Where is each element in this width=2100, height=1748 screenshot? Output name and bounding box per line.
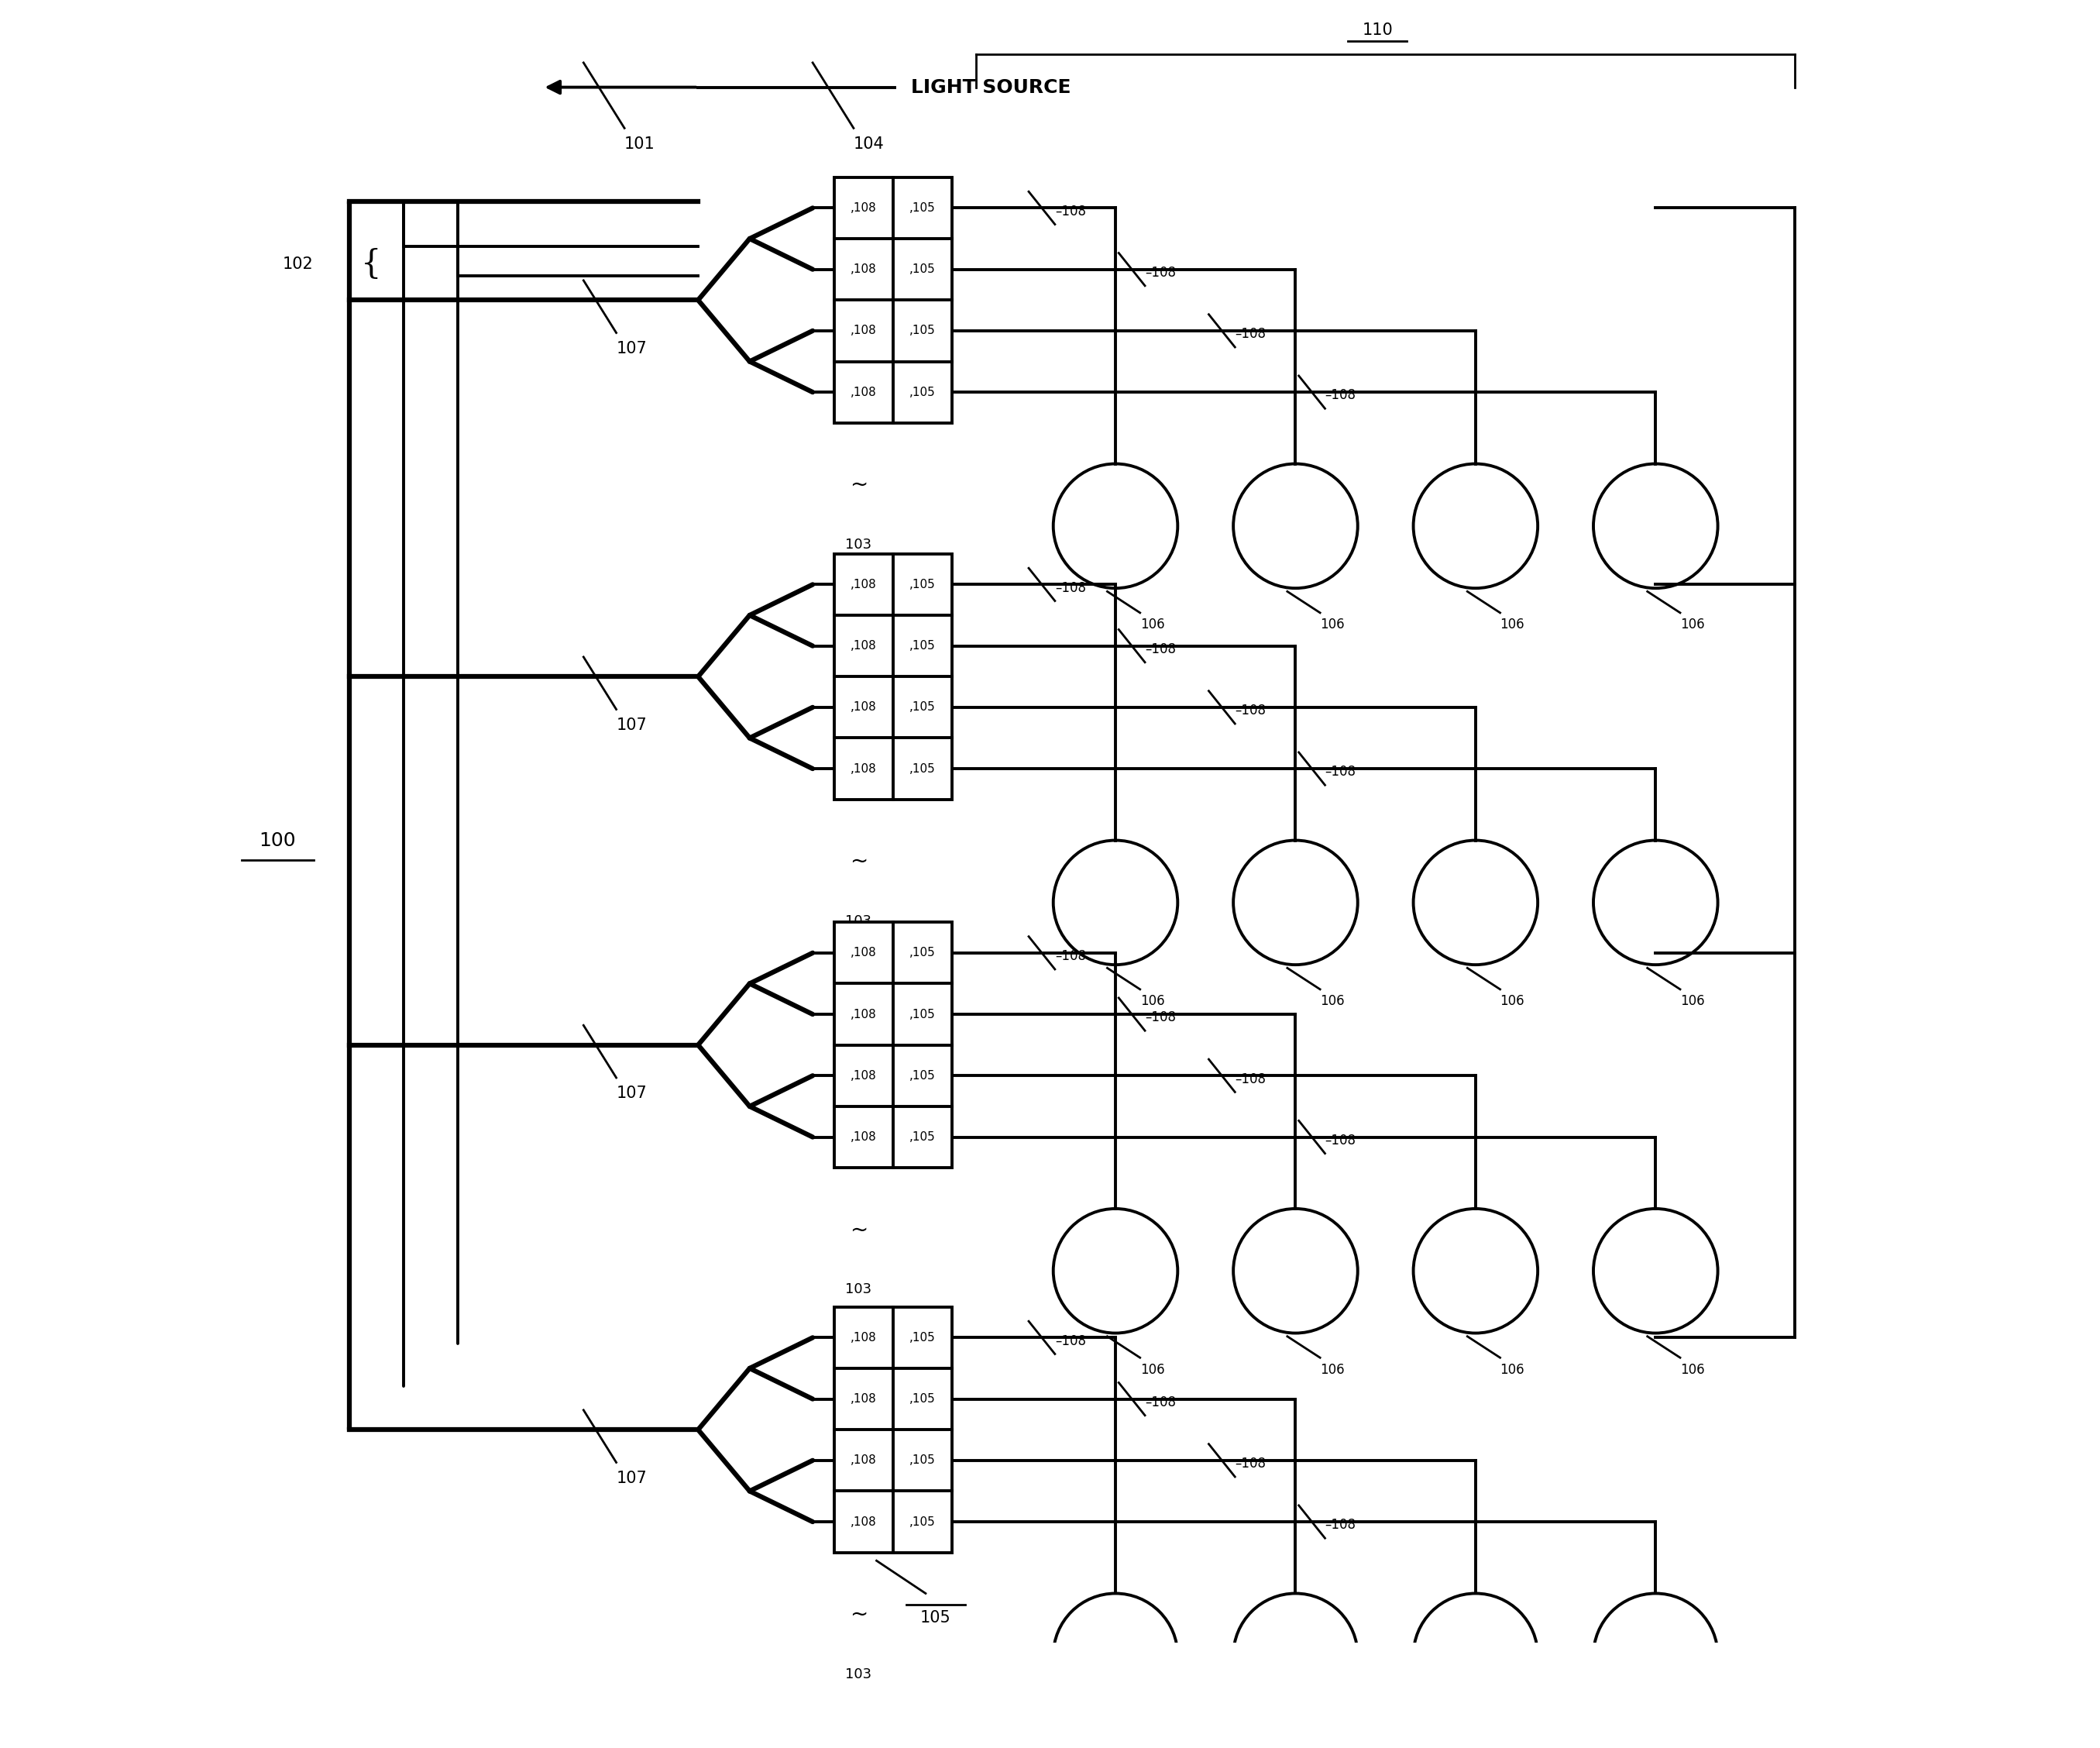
Text: –108: –108 (1325, 1133, 1357, 1147)
Text: ,108: ,108 (851, 1070, 876, 1082)
Text: 106: 106 (1321, 1363, 1344, 1376)
Text: ,105: ,105 (909, 203, 934, 213)
Text: 106: 106 (1140, 995, 1166, 1009)
Text: 103: 103 (846, 1668, 872, 1682)
Text: ,108: ,108 (851, 579, 876, 591)
Text: ,105: ,105 (909, 1070, 934, 1082)
Text: –108: –108 (1325, 766, 1357, 780)
Text: ,108: ,108 (851, 701, 876, 713)
Text: ,108: ,108 (851, 1131, 876, 1143)
Text: ,108: ,108 (851, 1454, 876, 1467)
Text: –108: –108 (1145, 1010, 1176, 1024)
Text: ,108: ,108 (851, 640, 876, 652)
Text: –108: –108 (1054, 205, 1086, 218)
Text: 103: 103 (846, 537, 872, 551)
Text: ,108: ,108 (851, 762, 876, 774)
Text: 110: 110 (1363, 23, 1392, 38)
Text: LIGHT SOURCE: LIGHT SOURCE (911, 79, 1071, 96)
Text: –108: –108 (1054, 580, 1086, 594)
Text: 106: 106 (1499, 1363, 1525, 1376)
Bar (834, 1308, 951, 1552)
Text: 105: 105 (920, 1610, 951, 1626)
Text: ,108: ,108 (851, 1332, 876, 1344)
Text: ,108: ,108 (851, 1393, 876, 1405)
Text: 103: 103 (846, 914, 872, 928)
Text: ,105: ,105 (909, 762, 934, 774)
Text: –108: –108 (1145, 1395, 1176, 1409)
Text: ,108: ,108 (851, 1009, 876, 1021)
Text: –108: –108 (1235, 327, 1266, 341)
Text: ,108: ,108 (851, 264, 876, 274)
Text: –108: –108 (1235, 1072, 1266, 1086)
Text: –108: –108 (1054, 949, 1086, 963)
Text: 106: 106 (1140, 1363, 1166, 1376)
Text: ,105: ,105 (909, 579, 934, 591)
Text: 106: 106 (1321, 995, 1344, 1009)
Text: 106: 106 (1680, 1363, 1705, 1376)
Text: ,108: ,108 (851, 386, 876, 399)
Text: 100: 100 (258, 830, 296, 850)
Text: ,105: ,105 (909, 386, 934, 399)
Text: –108: –108 (1054, 1334, 1086, 1348)
Text: –108: –108 (1235, 704, 1266, 718)
Text: {: { (361, 248, 380, 280)
Text: 106: 106 (1680, 617, 1705, 631)
Text: 106: 106 (1680, 995, 1705, 1009)
Text: ,105: ,105 (909, 264, 934, 274)
Bar (834, 177, 951, 423)
Text: ,105: ,105 (909, 1009, 934, 1021)
Text: ,105: ,105 (909, 325, 934, 337)
Text: ,108: ,108 (851, 203, 876, 213)
Text: ~: ~ (851, 1218, 867, 1241)
Text: 103: 103 (846, 1283, 872, 1297)
Text: 106: 106 (1140, 617, 1166, 631)
Text: 106: 106 (1499, 995, 1525, 1009)
Text: ,105: ,105 (909, 1454, 934, 1467)
Text: ,105: ,105 (909, 947, 934, 958)
Text: 101: 101 (624, 136, 655, 152)
Text: ,105: ,105 (909, 1516, 934, 1528)
Text: 107: 107 (615, 1470, 647, 1486)
Text: –108: –108 (1325, 1517, 1357, 1531)
Text: 104: 104 (853, 136, 884, 152)
Text: 107: 107 (615, 341, 647, 357)
Text: ,105: ,105 (909, 640, 934, 652)
Text: 106: 106 (1321, 617, 1344, 631)
Text: 107: 107 (615, 1086, 647, 1101)
Text: 106: 106 (1499, 617, 1525, 631)
Bar (834, 554, 951, 799)
Text: –108: –108 (1145, 642, 1176, 656)
Text: ,105: ,105 (909, 1393, 934, 1405)
Text: –108: –108 (1325, 388, 1357, 402)
Text: ~: ~ (851, 474, 867, 496)
Text: ~: ~ (851, 851, 867, 872)
Text: –108: –108 (1145, 266, 1176, 280)
Text: ,108: ,108 (851, 947, 876, 958)
Text: 107: 107 (615, 717, 647, 732)
Text: ,108: ,108 (851, 325, 876, 337)
Bar (834, 923, 951, 1168)
Text: ,108: ,108 (851, 1516, 876, 1528)
Text: ,105: ,105 (909, 701, 934, 713)
Text: ,105: ,105 (909, 1131, 934, 1143)
Text: –108: –108 (1235, 1456, 1266, 1470)
Text: 102: 102 (284, 257, 313, 271)
Text: ~: ~ (851, 1605, 867, 1626)
Text: ,105: ,105 (909, 1332, 934, 1344)
